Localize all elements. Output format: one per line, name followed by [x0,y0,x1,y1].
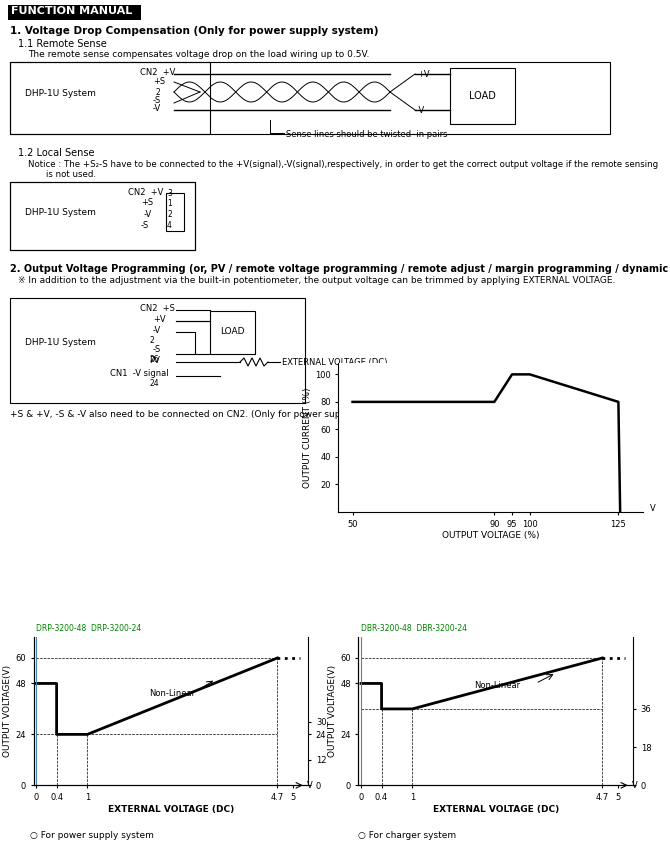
Text: DRP-3200-48  DRP-3200-24: DRP-3200-48 DRP-3200-24 [36,623,141,633]
Text: Sense lines should be twisted  in pairs: Sense lines should be twisted in pairs [286,130,448,139]
Text: DHP-1U System: DHP-1U System [25,338,96,346]
Text: CN2  +V: CN2 +V [128,188,163,197]
Text: CN1  -V signal: CN1 -V signal [110,369,169,378]
Text: DBR-3200-48  DBR-3200-24: DBR-3200-48 DBR-3200-24 [361,623,467,633]
Text: Non-Linear: Non-Linear [149,689,195,698]
Bar [166,193,184,231]
Text: LOAD: LOAD [468,91,495,101]
Text: 1: 1 [167,199,172,208]
Text: FUNCTION MANUAL: FUNCTION MANUAL [11,6,132,16]
Text: is not used.: is not used. [46,170,96,179]
Bar [8,5,141,20]
Text: +S: +S [153,77,165,86]
Text: DHP-1U System: DHP-1U System [25,207,96,216]
Text: +V: +V [417,70,429,79]
Text: PV: PV [149,356,160,365]
Text: LOAD: LOAD [220,328,245,336]
Text: Non-Linear: Non-Linear [474,681,520,689]
Text: V: V [632,781,638,790]
Text: 26: 26 [149,355,159,364]
Text: CN2  +V: CN2 +V [140,68,176,77]
Text: 1.1 Remote Sense: 1.1 Remote Sense [18,39,107,49]
Text: EXTERNAL VOLTAGE (DC): EXTERNAL VOLTAGE (DC) [282,358,387,367]
Text: ○ For power supply system: ○ For power supply system [30,831,154,840]
Bar [450,68,515,124]
Text: 2: 2 [156,88,161,97]
X-axis label: EXTERNAL VOLTAGE (DC): EXTERNAL VOLTAGE (DC) [433,805,559,813]
Text: 4: 4 [167,221,172,230]
Text: 1. Voltage Drop Compensation (Only for power supply system): 1. Voltage Drop Compensation (Only for p… [10,26,379,36]
Text: -S: -S [141,221,149,230]
Text: V: V [651,503,656,513]
X-axis label: EXTERNAL VOLTAGE (DC): EXTERNAL VOLTAGE (DC) [108,805,234,813]
Y-axis label: OUTPUT VOLTAGE(V): OUTPUT VOLTAGE(V) [3,665,13,757]
X-axis label: OUTPUT VOLTAGE (%): OUTPUT VOLTAGE (%) [442,531,539,540]
Text: -V: -V [153,326,161,335]
Text: CN2  +S: CN2 +S [140,304,175,313]
Text: 2: 2 [167,210,172,219]
Text: The remote sense compensates voltage drop on the load wiring up to 0.5V.: The remote sense compensates voltage dro… [28,50,369,59]
Bar [210,311,255,354]
Text: 24: 24 [149,379,159,388]
Text: -V: -V [153,104,161,113]
Text: -V: -V [144,210,152,219]
Text: -S: -S [153,345,161,354]
Bar [10,62,610,134]
Text: +V: +V [153,315,165,324]
Text: DHP-1U System: DHP-1U System [25,88,96,98]
Bar [10,298,305,403]
Text: 2. Output Voltage Programming (or, PV / remote voltage programming / remote adju: 2. Output Voltage Programming (or, PV / … [10,264,670,274]
Y-axis label: OUTPUT VOLTAGE(V): OUTPUT VOLTAGE(V) [328,665,338,757]
Text: 1.2 Local Sense: 1.2 Local Sense [18,148,94,158]
Bar [10,182,195,250]
Text: Notice : The +S₂-S have to be connected to the +V(signal),-V(signal),respectivel: Notice : The +S₂-S have to be connected … [28,160,658,169]
Text: 3: 3 [167,189,172,198]
Text: V: V [307,781,313,790]
Text: 2: 2 [149,336,153,345]
Text: -V: -V [417,106,425,115]
Bar [10,182,195,250]
Text: ○ For charger system: ○ For charger system [358,831,456,840]
Text: -S: -S [153,96,161,105]
Y-axis label: OUTPUT CURRENT (%): OUTPUT CURRENT (%) [304,387,312,488]
Text: ※ In addition to the adjustment via the built-in potentiometer, the output volta: ※ In addition to the adjustment via the … [18,276,615,285]
Bar [10,62,210,134]
Text: +S: +S [141,198,153,207]
Text: +S & +V, -S & -V also need to be connected on CN2. (Only for power supply system: +S & +V, -S & -V also need to be connect… [10,410,393,419]
